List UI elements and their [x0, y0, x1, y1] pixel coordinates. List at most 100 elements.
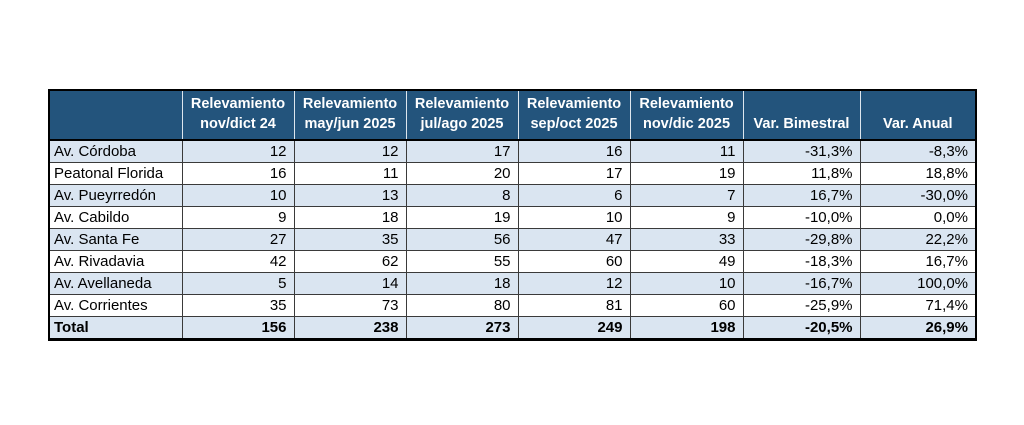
table-row: Av. Cabildo 9 18 19 10 9 -10,0% 0,0%: [48, 206, 977, 230]
column-header-nov-dict-24: Relevamiento nov/dict 24: [181, 90, 294, 142]
table-header: Relevamiento nov/dict 24 Relevamiento may/j…: [49, 90, 976, 142]
cell: 10: [517, 206, 631, 230]
column-header-line1: Relevamiento: [526, 96, 622, 112]
cell: 16: [181, 162, 295, 186]
cell: 81: [517, 294, 631, 318]
cell: -25,9%: [742, 294, 861, 318]
cell: 19: [629, 162, 744, 186]
table-body: Av. Córdoba 12 12 17 16 11 -31,3% -8,3% Peatonal…: [48, 139, 977, 341]
cell: 273: [405, 316, 519, 341]
column-header-street: [49, 90, 182, 142]
cell: 33: [629, 228, 744, 252]
row-label: Av. Rivadavia: [48, 250, 183, 274]
cell: 12: [181, 139, 295, 164]
column-header-line2: may/jun 2025: [304, 115, 396, 132]
cell: 80: [405, 294, 519, 318]
table-header-row: Relevamiento nov/dict 24 Relevamiento may/j…: [49, 90, 976, 142]
row-label: Av. Córdoba: [48, 139, 183, 164]
cell: 14: [293, 272, 407, 296]
cell: 17: [405, 139, 519, 164]
cell: 10: [629, 272, 744, 296]
column-header-var-bimestral: Var. Bimestral: [742, 90, 860, 142]
cell: 73: [293, 294, 407, 318]
row-label: Av. Cabildo: [48, 206, 183, 230]
column-header-line1: Relevamiento: [639, 96, 734, 112]
cell: 10: [181, 184, 295, 208]
cell: 6: [517, 184, 631, 208]
row-label: Peatonal Florida: [48, 162, 183, 186]
cell: 11,8%: [742, 162, 861, 186]
table-row: Av. Avellaneda 5 14 18 12 10 -16,7% 100,0%: [48, 272, 977, 296]
cell: 18,8%: [859, 162, 977, 186]
cell: 0,0%: [859, 206, 977, 230]
cell: 49: [629, 250, 744, 274]
cell: 249: [517, 316, 631, 341]
table-row: Av. Pueyrredón 10 13 8 6 7 16,7% -30,0%: [48, 184, 977, 208]
row-label: Av. Pueyrredón: [48, 184, 183, 208]
table-row: Av. Rivadavia 42 62 55 60 49 -18,3% 16,7%: [48, 250, 977, 274]
column-header-line2: Var. Anual: [882, 115, 953, 132]
cell: 100,0%: [859, 272, 977, 296]
column-header-line2: nov/dict 24: [200, 115, 276, 132]
cell: 13: [293, 184, 407, 208]
cell: 35: [293, 228, 407, 252]
cell: 35: [181, 294, 295, 318]
total-row: Total 156 238 273 249 198 -20,5% 26,9%: [48, 316, 977, 341]
cell: 12: [517, 272, 631, 296]
cell: 11: [293, 162, 407, 186]
cell: -10,0%: [742, 206, 861, 230]
column-header-line2: Var. Bimestral: [753, 115, 850, 132]
cell: 9: [629, 206, 744, 230]
cell: -16,7%: [742, 272, 861, 296]
cell: 62: [293, 250, 407, 274]
table-row: Peatonal Florida 16 11 20 17 19 11,8% 18,8%: [48, 162, 977, 186]
cell: 16,7%: [742, 184, 861, 208]
cell: 12: [293, 139, 407, 164]
table-row: Av. Corrientes 35 73 80 81 60 -25,9% 71,4%: [48, 294, 977, 318]
cell: 8: [405, 184, 519, 208]
row-label: Av. Santa Fe: [48, 228, 183, 252]
cell: 71,4%: [859, 294, 977, 318]
cell: 17: [517, 162, 631, 186]
cell: 11: [629, 139, 744, 164]
cell: 198: [629, 316, 744, 341]
cell: -8,3%: [859, 139, 977, 164]
cell: 18: [405, 272, 519, 296]
cell: 60: [517, 250, 631, 274]
cell: 26,9%: [859, 316, 977, 341]
cell: -30,0%: [859, 184, 977, 208]
column-header-jul-ago-2025: Relevamiento jul/ago 2025: [405, 90, 518, 142]
column-header-line2: nov/dic 2025: [642, 115, 731, 132]
cell: 20: [405, 162, 519, 186]
column-header-line1: Relevamiento: [302, 96, 398, 112]
cell: 9: [181, 206, 295, 230]
cell: -20,5%: [742, 316, 861, 341]
cell: -31,3%: [742, 139, 861, 164]
column-header-may-jun-2025: Relevamiento may/jun 2025: [293, 90, 406, 142]
cell: -29,8%: [742, 228, 861, 252]
cell: 55: [405, 250, 519, 274]
column-header-line2: sep/oct 2025: [530, 115, 618, 132]
column-header-sep-oct-2025: Relevamiento sep/oct 2025: [517, 90, 630, 142]
table-row: Av. Santa Fe 27 35 56 47 33 -29,8% 22,2%: [48, 228, 977, 252]
cell: 5: [181, 272, 295, 296]
cell: 27: [181, 228, 295, 252]
column-header-nov-dic-2025: Relevamiento nov/dic 2025: [629, 90, 743, 142]
total-row-label: Total: [48, 316, 183, 341]
cell: 22,2%: [859, 228, 977, 252]
cell: 19: [405, 206, 519, 230]
cell: 42: [181, 250, 295, 274]
column-header-line1: Relevamiento: [414, 96, 510, 112]
cell: 156: [181, 316, 295, 341]
cell: 16: [517, 139, 631, 164]
relevamiento-table: Relevamiento nov/dict 24 Relevamiento may/j…: [48, 89, 977, 342]
cell: 56: [405, 228, 519, 252]
cell: 238: [293, 316, 407, 341]
cell: 18: [293, 206, 407, 230]
cell: 47: [517, 228, 631, 252]
column-header-line1: Relevamiento: [190, 96, 286, 112]
column-header-var-anual: Var. Anual: [859, 90, 976, 142]
row-label: Av. Corrientes: [48, 294, 183, 318]
column-header-line2: jul/ago 2025: [420, 115, 504, 132]
